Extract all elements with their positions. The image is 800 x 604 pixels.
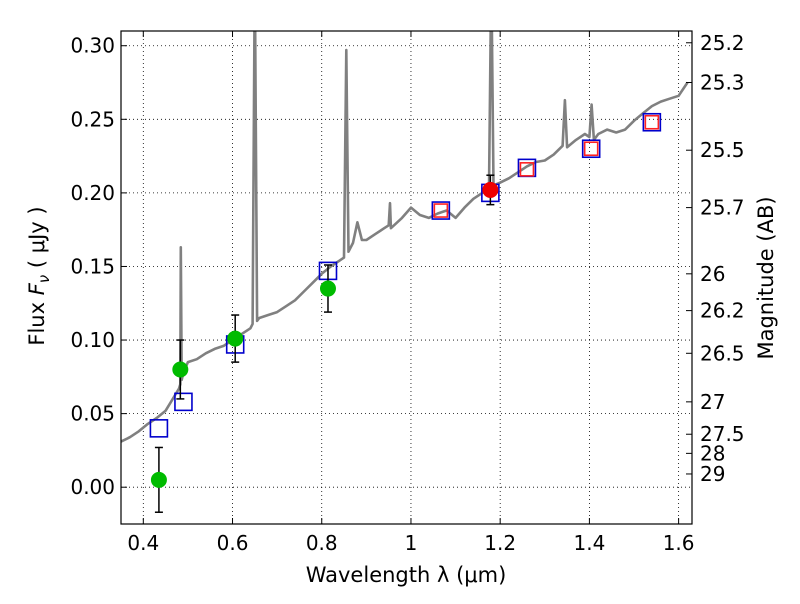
magnitude-tick-label: 27.5 bbox=[700, 422, 745, 446]
observed-flux-point bbox=[482, 181, 499, 198]
photometry-square-marker bbox=[174, 392, 193, 412]
magnitude-tick-label: 28 bbox=[700, 441, 725, 465]
x-tick-label: 0.8 bbox=[306, 531, 338, 555]
photometry-square-marker bbox=[644, 114, 660, 130]
photometry-square-marker bbox=[149, 419, 169, 438]
y-tick-label: 0.05 bbox=[70, 402, 115, 426]
magnitude-tick-label: 25.7 bbox=[700, 196, 745, 220]
x-tick-label: 1.6 bbox=[663, 531, 695, 555]
photometry-square-marker bbox=[519, 162, 535, 177]
magnitude-tick-label: 25.5 bbox=[700, 138, 745, 162]
y-tick-label: 0.00 bbox=[70, 475, 115, 499]
y-tick-label: 0.20 bbox=[70, 181, 115, 205]
x-tick-label: 0.6 bbox=[217, 531, 249, 555]
x-tick-label: 1 bbox=[405, 531, 418, 555]
magnitude-tick-label: 27 bbox=[700, 390, 725, 414]
x-tick-label: 0.4 bbox=[127, 531, 159, 555]
y-axis-label: Flux Fν ( μJy ) bbox=[25, 206, 53, 345]
grid-lines bbox=[121, 31, 692, 524]
spectrum-line bbox=[121, 31, 689, 443]
magnitude-tick-label: 26 bbox=[700, 262, 725, 286]
y-tick-label: 0.30 bbox=[70, 34, 115, 58]
magnitude-tick-label: 25.3 bbox=[700, 71, 745, 95]
magnitude-tick-label: 26.2 bbox=[700, 299, 745, 323]
observed-flux-point bbox=[227, 330, 244, 347]
y2-axis-label: Magnitude (AB) bbox=[754, 196, 778, 359]
y-tick-label: 0.10 bbox=[70, 328, 115, 352]
photometry-square-marker bbox=[431, 201, 451, 220]
y-tick-label: 0.15 bbox=[70, 254, 115, 278]
observed-flux-point bbox=[172, 361, 189, 378]
observed-flux-point bbox=[319, 280, 336, 297]
x-axis-label: Wavelength λ (μm) bbox=[306, 563, 507, 587]
marker-layer bbox=[149, 112, 662, 513]
photometry-square-marker bbox=[433, 203, 449, 218]
observed-flux-point bbox=[150, 471, 167, 488]
photometry-square-marker bbox=[642, 112, 662, 132]
magnitude-tick-label: 29 bbox=[700, 462, 725, 486]
y-tick-label: 0.25 bbox=[70, 107, 115, 131]
photometry-square-marker bbox=[581, 139, 601, 159]
x-tick-label: 1.4 bbox=[573, 531, 605, 555]
spectrum-layer bbox=[121, 31, 689, 443]
tick-marks bbox=[121, 31, 692, 524]
x-tick-label: 1.2 bbox=[484, 531, 516, 555]
photometry-square-marker bbox=[583, 141, 599, 157]
magnitude-tick-label: 26.5 bbox=[700, 341, 745, 365]
magnitude-tick-label: 25.2 bbox=[700, 31, 745, 55]
plot-frame bbox=[120, 30, 693, 525]
